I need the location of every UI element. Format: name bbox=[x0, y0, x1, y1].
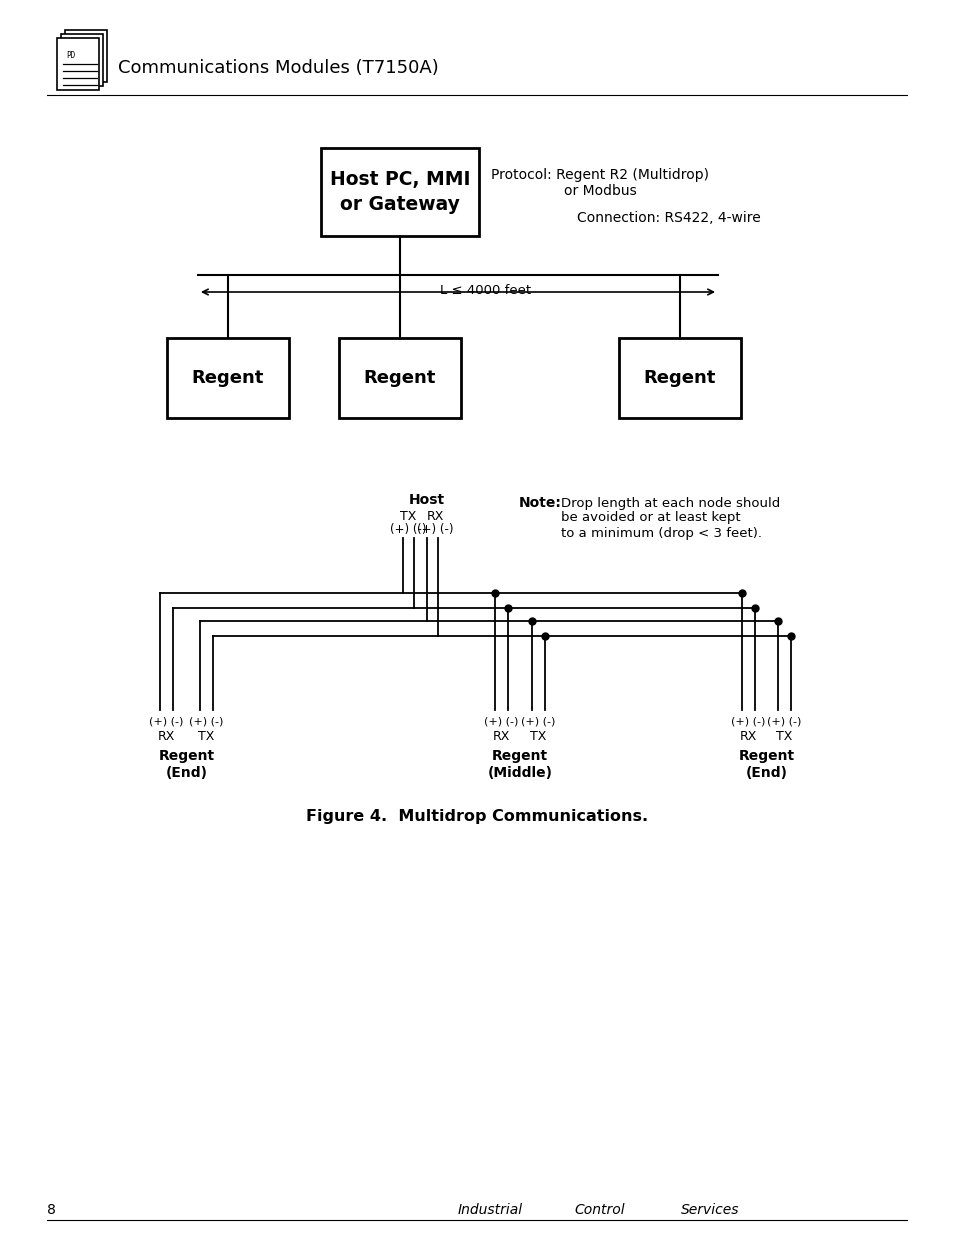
Text: Regent
(Middle): Regent (Middle) bbox=[487, 748, 552, 781]
Text: (+) (-): (+) (-) bbox=[150, 718, 184, 727]
Text: Protocol: Regent R2 (Multidrop): Protocol: Regent R2 (Multidrop) bbox=[491, 168, 708, 182]
Text: (+) (-): (+) (-) bbox=[390, 524, 426, 536]
Bar bbox=[338, 338, 460, 417]
Bar bbox=[61, 35, 103, 86]
Text: PD: PD bbox=[67, 52, 75, 61]
Text: to a minimum (drop < 3 feet).: to a minimum (drop < 3 feet). bbox=[560, 526, 761, 540]
Text: Figure 4.  Multidrop Communications.: Figure 4. Multidrop Communications. bbox=[306, 809, 647, 824]
Text: (+) (-): (+) (-) bbox=[189, 718, 223, 727]
Text: Regent: Regent bbox=[363, 369, 436, 387]
Text: RX: RX bbox=[739, 730, 757, 743]
Text: Connection: RS422, 4-wire: Connection: RS422, 4-wire bbox=[577, 211, 760, 225]
Text: (+) (-): (+) (-) bbox=[484, 718, 518, 727]
Text: Host PC, MMI
or Gateway: Host PC, MMI or Gateway bbox=[330, 170, 470, 214]
Text: (+) (-): (+) (-) bbox=[731, 718, 765, 727]
Text: Communications Modules (T7150A): Communications Modules (T7150A) bbox=[118, 59, 438, 77]
Text: be avoided or at least kept: be avoided or at least kept bbox=[560, 511, 740, 525]
Text: Regent: Regent bbox=[643, 369, 716, 387]
Bar bbox=[618, 338, 740, 417]
Text: TX: TX bbox=[399, 510, 416, 524]
Text: Services: Services bbox=[680, 1203, 739, 1216]
Text: RX: RX bbox=[426, 510, 443, 524]
Text: RX: RX bbox=[493, 730, 510, 743]
Text: Control: Control bbox=[574, 1203, 624, 1216]
Text: (+) (-): (+) (-) bbox=[416, 524, 453, 536]
Text: Note:: Note: bbox=[518, 496, 561, 510]
Text: TX: TX bbox=[530, 730, 546, 743]
Text: or Modbus: or Modbus bbox=[563, 184, 636, 198]
Text: Industrial: Industrial bbox=[456, 1203, 522, 1216]
Bar bbox=[65, 30, 107, 82]
Text: TX: TX bbox=[776, 730, 792, 743]
Text: Host: Host bbox=[409, 493, 445, 508]
Text: 8: 8 bbox=[47, 1203, 56, 1216]
Text: Regent
(End): Regent (End) bbox=[738, 748, 794, 781]
Text: Regent
(End): Regent (End) bbox=[158, 748, 214, 781]
Text: TX: TX bbox=[198, 730, 214, 743]
Text: (+) (-): (+) (-) bbox=[520, 718, 555, 727]
Bar bbox=[320, 148, 478, 236]
Text: (+) (-): (+) (-) bbox=[766, 718, 801, 727]
Text: L ≤ 4000 feet: L ≤ 4000 feet bbox=[439, 284, 531, 298]
Text: Regent: Regent bbox=[192, 369, 264, 387]
Text: Drop length at each node should: Drop length at each node should bbox=[560, 496, 780, 510]
Text: RX: RX bbox=[157, 730, 175, 743]
Bar bbox=[57, 38, 99, 90]
Bar bbox=[167, 338, 289, 417]
